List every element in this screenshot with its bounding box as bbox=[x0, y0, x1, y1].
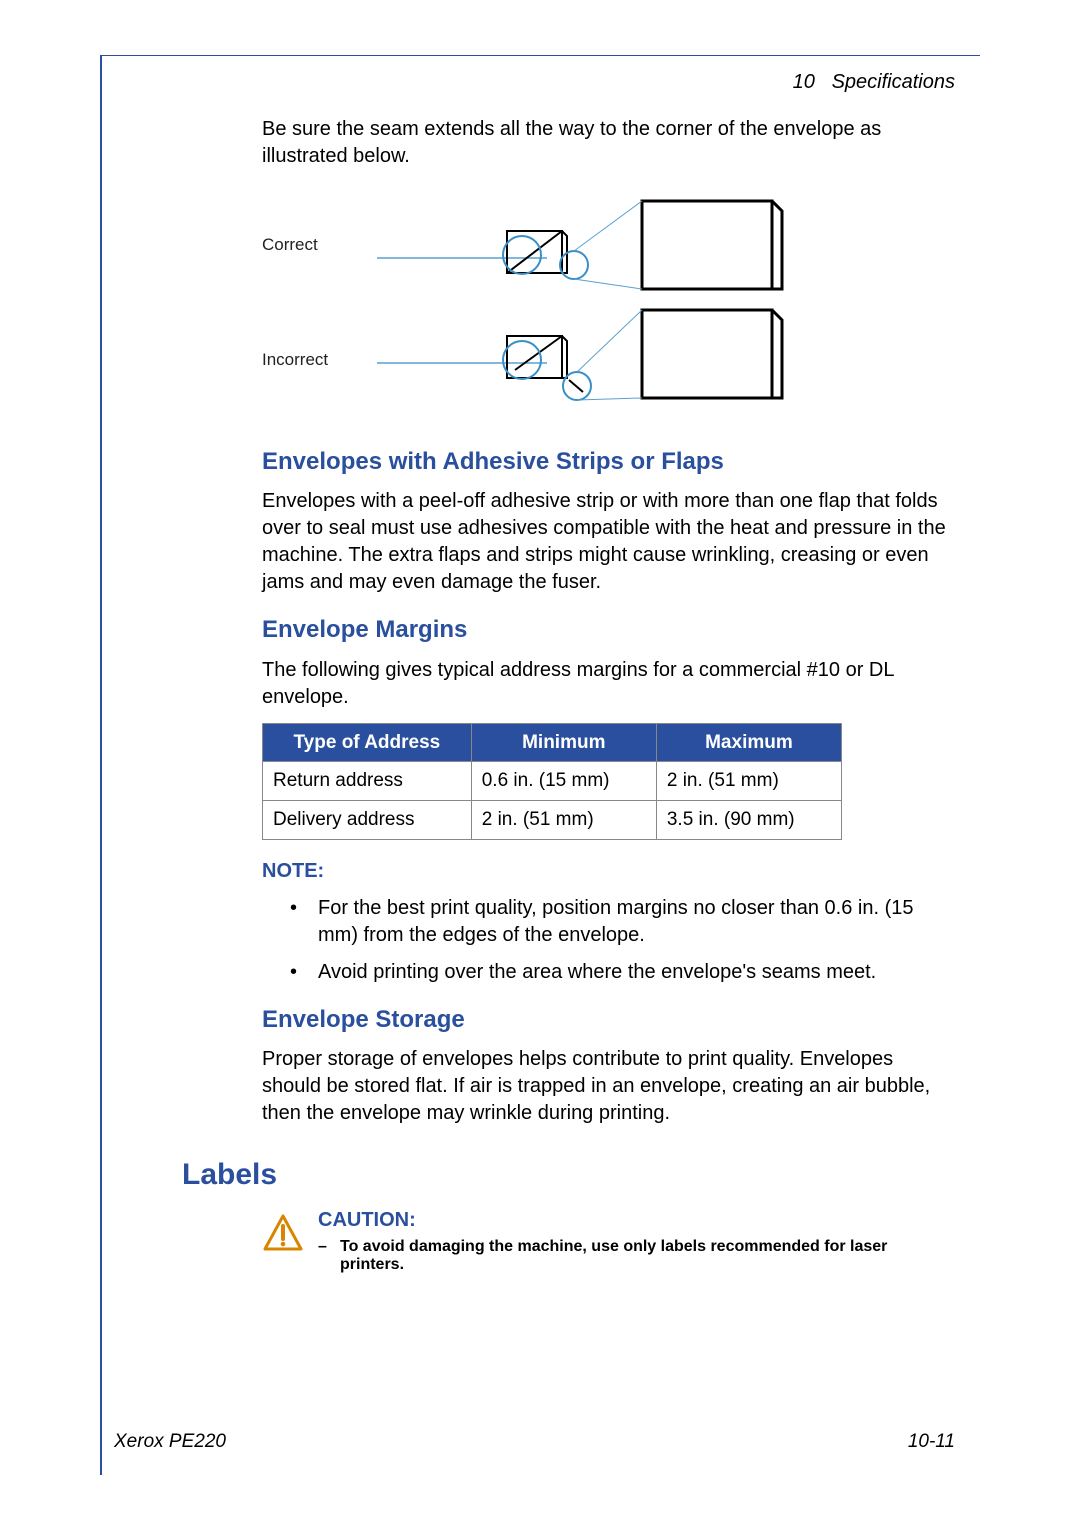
caution-block: CAUTION: To avoid damaging the machine, … bbox=[262, 1209, 952, 1274]
heading-adhesive: Envelopes with Adhesive Strips or Flaps bbox=[262, 446, 952, 478]
margins-table: Type of Address Minimum Maximum Return a… bbox=[262, 723, 842, 840]
storage-body: Proper storage of envelopes helps contri… bbox=[262, 1046, 952, 1127]
correct-label: Correct bbox=[262, 234, 377, 257]
diagram-correct-row: Correct bbox=[262, 188, 952, 303]
note-list: For the best print quality, position mar… bbox=[290, 895, 952, 986]
labels-section: CAUTION: To avoid damaging the machine, … bbox=[262, 1201, 952, 1274]
col-type: Type of Address bbox=[263, 723, 472, 762]
incorrect-label: Incorrect bbox=[262, 349, 377, 372]
adhesive-body: Envelopes with a peel-off adhesive strip… bbox=[262, 488, 952, 596]
envelope-seam-diagram: Correct bbox=[262, 188, 952, 418]
caution-item: To avoid damaging the machine, use only … bbox=[318, 1238, 952, 1274]
heading-labels: Labels bbox=[182, 1158, 277, 1192]
caution-label: CAUTION: bbox=[318, 1209, 952, 1232]
footer-product: Xerox PE220 bbox=[114, 1431, 226, 1453]
correct-envelope-illustration bbox=[377, 193, 807, 298]
running-header: 10 Specifications bbox=[793, 71, 955, 94]
table-header-row: Type of Address Minimum Maximum bbox=[263, 723, 842, 762]
heading-storage: Envelope Storage bbox=[262, 1004, 952, 1036]
col-min: Minimum bbox=[471, 723, 656, 762]
heading-margins: Envelope Margins bbox=[262, 614, 952, 646]
note-item: For the best print quality, position mar… bbox=[290, 895, 952, 949]
content-column: Be sure the seam extends all the way to … bbox=[262, 116, 952, 1139]
chapter-number: 10 bbox=[793, 71, 815, 93]
note-label: NOTE: bbox=[262, 858, 952, 885]
caution-icon bbox=[262, 1213, 304, 1258]
page-frame: 10 Specifications Be sure the seam exten… bbox=[100, 55, 980, 1475]
chapter-title: Specifications bbox=[832, 71, 955, 93]
intro-text: Be sure the seam extends all the way to … bbox=[262, 116, 952, 170]
footer-page-number: 10-11 bbox=[908, 1431, 955, 1453]
table-row: Delivery address 2 in. (51 mm) 3.5 in. (… bbox=[263, 801, 842, 840]
col-max: Maximum bbox=[656, 723, 841, 762]
diagram-incorrect-row: Incorrect bbox=[262, 303, 952, 418]
margins-body: The following gives typical address marg… bbox=[262, 657, 952, 711]
note-item: Avoid printing over the area where the e… bbox=[290, 959, 952, 986]
incorrect-envelope-illustration bbox=[377, 308, 807, 413]
table-row: Return address 0.6 in. (15 mm) 2 in. (51… bbox=[263, 762, 842, 801]
